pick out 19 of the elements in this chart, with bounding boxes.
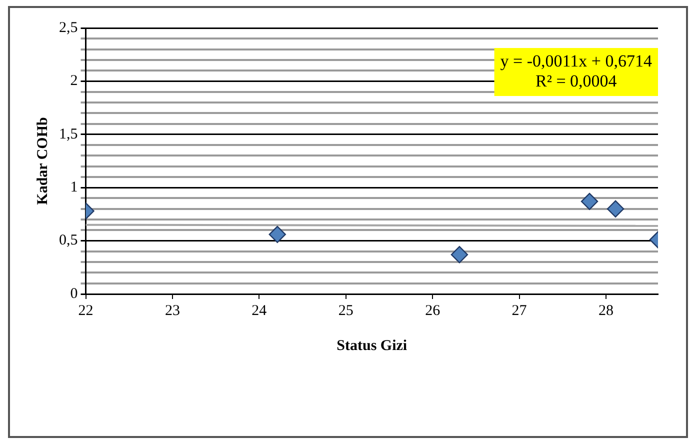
y-axis-title: Kadar COHb — [34, 117, 51, 205]
y-tick-label: 2,5 — [59, 20, 78, 36]
point — [606, 200, 624, 218]
x-tick-label: 24 — [252, 302, 268, 319]
x-tick-label: 22 — [78, 302, 94, 319]
x-axis-title: Status Gizi — [336, 338, 408, 354]
x-tick-label: 25 — [338, 302, 354, 319]
y-tick-label: 0 — [70, 286, 78, 302]
x-tick-label: 28 — [598, 302, 614, 319]
x-tick-label: 27 — [512, 302, 528, 319]
x-tick-label: 23 — [164, 302, 180, 319]
point — [580, 192, 598, 210]
y-tick-label: 2 — [70, 73, 78, 90]
y-tick-label: 1 — [70, 180, 78, 196]
point — [450, 246, 468, 264]
y-tick-label: 0,5 — [59, 232, 78, 249]
y-tick-label: 1,5 — [59, 126, 78, 142]
x-tick-label: 26 — [425, 302, 441, 319]
annotation: y = -0,0011x + 0,6714 R² = 0,0004 — [500, 51, 652, 90]
